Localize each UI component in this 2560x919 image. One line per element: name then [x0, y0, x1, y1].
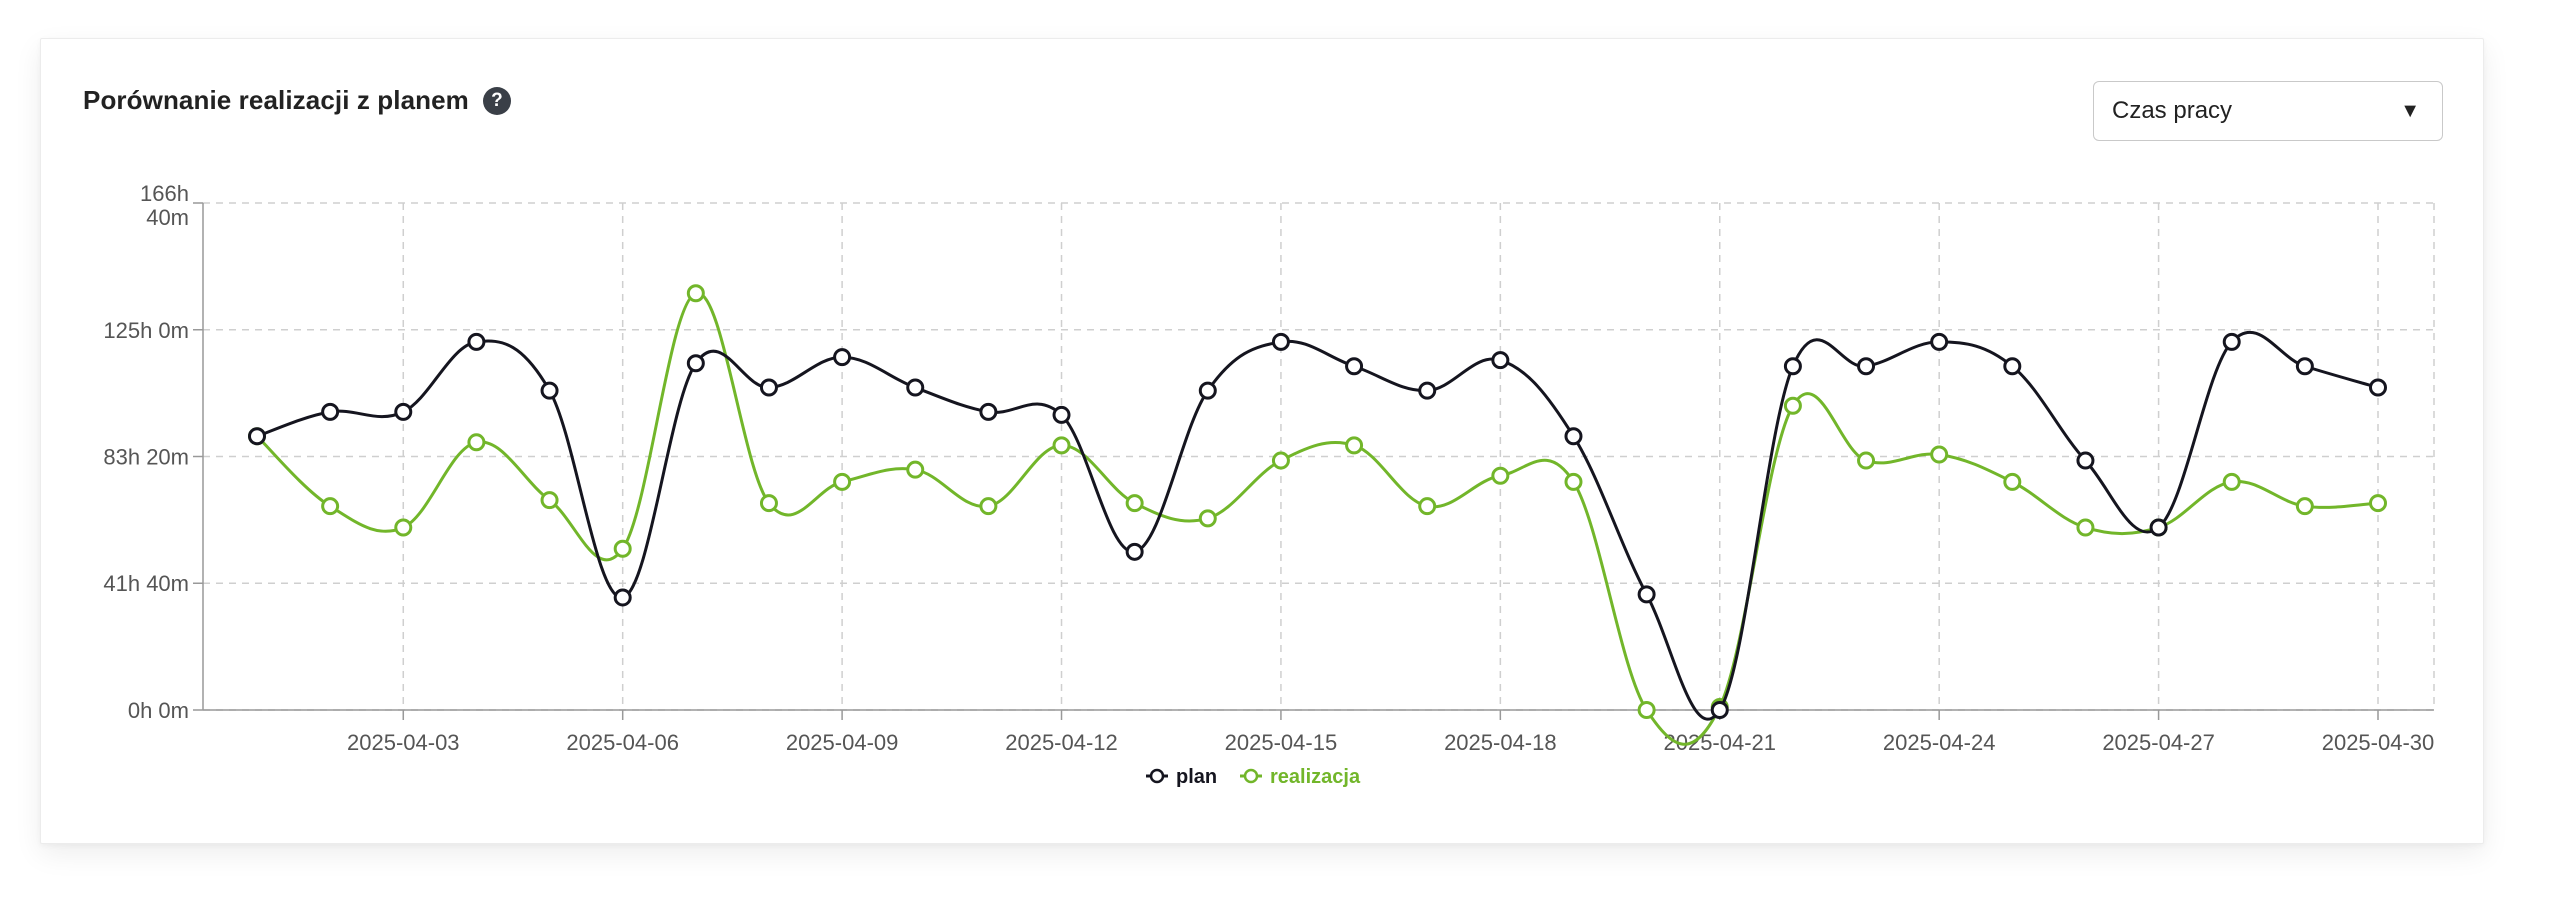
data-point-plan: [1198, 381, 1217, 400]
data-point-plan: [467, 332, 486, 351]
data-point-realizacja: [1930, 445, 1949, 464]
x-tick-label: 2025-04-15: [1225, 730, 1338, 755]
data-point-realizacja: [1564, 472, 1583, 491]
data-point-plan: [1491, 351, 1510, 370]
data-point-plan: [833, 348, 852, 367]
data-point-realizacja: [1345, 436, 1364, 455]
data-point-realizacja: [1491, 466, 1510, 485]
chart-title: Porównanie realizacji z planem: [83, 85, 469, 115]
x-tick-label: 2025-04-24: [1883, 730, 1996, 755]
data-point-realizacja: [1857, 451, 1876, 470]
data-point-realizacja: [321, 497, 340, 516]
data-point-plan: [1052, 405, 1071, 424]
data-point-plan: [686, 354, 705, 373]
data-point-realizacja: [467, 433, 486, 452]
x-tick-label: 2025-04-27: [2102, 730, 2215, 755]
data-point-realizacja: [2369, 494, 2387, 513]
data-point-plan: [540, 381, 559, 400]
data-point-plan: [2369, 378, 2387, 397]
data-point-realizacja: [979, 497, 998, 516]
legend-label-realizacja: realizacja: [1270, 766, 1361, 788]
data-point-plan: [2222, 332, 2241, 351]
card-header: Porównanie realizacji z planem ?: [83, 85, 511, 116]
data-point-plan: [321, 402, 340, 421]
data-point-plan: [1418, 381, 1437, 400]
data-point-realizacja: [2003, 472, 2022, 491]
data-point-plan: [2295, 357, 2314, 376]
data-point-plan: [1271, 332, 1290, 351]
data-point-realizacja: [613, 539, 632, 558]
data-point-realizacja: [1271, 451, 1290, 470]
legend-swatch-marker: [1149, 768, 1165, 784]
data-point-plan: [2003, 357, 2022, 376]
series-plan: [248, 330, 2387, 721]
data-point-plan: [1637, 585, 1656, 604]
data-point-realizacja: [1052, 436, 1071, 455]
data-point-realizacja: [1783, 396, 1802, 415]
data-point-plan: [248, 427, 266, 446]
x-tick-label: 2025-04-30: [2322, 730, 2435, 755]
legend: plan realizacja: [1146, 766, 1361, 788]
data-point-plan: [1345, 357, 1364, 376]
data-point-realizacja: [1637, 701, 1656, 719]
grid: 0h 0m 41h 40m 83h 20m 125h 0m 166h 40m 2025-04…: [103, 181, 2435, 755]
data-point-plan: [1564, 427, 1583, 446]
y-tick-label: 166h 40m: [140, 181, 189, 230]
data-point-realizacja: [2295, 497, 2314, 516]
x-tick-label: 2025-04-18: [1444, 730, 1557, 755]
legend-item-plan: plan: [1146, 766, 1217, 788]
y-tick-label-line: 166h: [140, 181, 189, 206]
data-point-plan: [1710, 701, 1729, 719]
x-tick-label: 2025-04-12: [1005, 730, 1118, 755]
data-point-realizacja: [686, 284, 705, 303]
x-tick-label: 2025-04-21: [1663, 730, 1776, 755]
question-circle-icon[interactable]: ?: [482, 86, 511, 115]
legend-item-realizacja: realizacja: [1240, 766, 1361, 788]
data-point-realizacja: [2076, 518, 2095, 537]
y-tick-label: 0h 0m: [128, 698, 189, 723]
series-realizacja: [248, 284, 2387, 746]
y-tick-label-line: 40m: [146, 205, 189, 230]
data-point-plan: [1783, 357, 1802, 376]
data-point-realizacja: [1418, 497, 1437, 516]
legend-swatch-marker: [1243, 768, 1259, 784]
data-point-plan: [2149, 518, 2168, 537]
x-tick-label: 2025-04-06: [566, 730, 679, 755]
data-point-realizacja: [759, 494, 778, 513]
data-point-plan: [2076, 451, 2095, 470]
data-point-plan: [979, 402, 998, 421]
metric-select[interactable]: Czas pracy ▼: [2093, 81, 2443, 141]
chevron-down-icon: ▼: [2400, 99, 2420, 122]
data-point-realizacja: [540, 491, 559, 510]
legend-label-plan: plan: [1176, 766, 1217, 788]
y-tick-label: 83h 20m: [103, 445, 189, 470]
series-line-plan: [256, 330, 2379, 721]
data-point-plan: [1857, 357, 1876, 376]
data-point-realizacja: [394, 518, 413, 537]
data-point-plan: [613, 588, 632, 607]
data-point-realizacja: [906, 460, 925, 479]
y-tick-label: 41h 40m: [103, 571, 189, 596]
y-tick-label: 125h 0m: [103, 318, 189, 343]
data-point-plan: [1930, 332, 1949, 351]
data-point-plan: [1125, 542, 1144, 561]
x-tick-label: 2025-04-09: [786, 730, 899, 755]
data-point-plan: [759, 378, 778, 397]
metric-select-value: Czas pracy: [2112, 97, 2233, 124]
data-point-realizacja: [1198, 509, 1217, 528]
data-point-realizacja: [1125, 494, 1144, 513]
data-point-plan: [906, 378, 925, 397]
data-point-plan: [394, 402, 413, 421]
data-point-realizacja: [833, 472, 852, 491]
data-point-realizacja: [2222, 472, 2241, 491]
x-tick-label: 2025-04-03: [347, 730, 460, 755]
series-line-realizacja: [255, 291, 2379, 746]
